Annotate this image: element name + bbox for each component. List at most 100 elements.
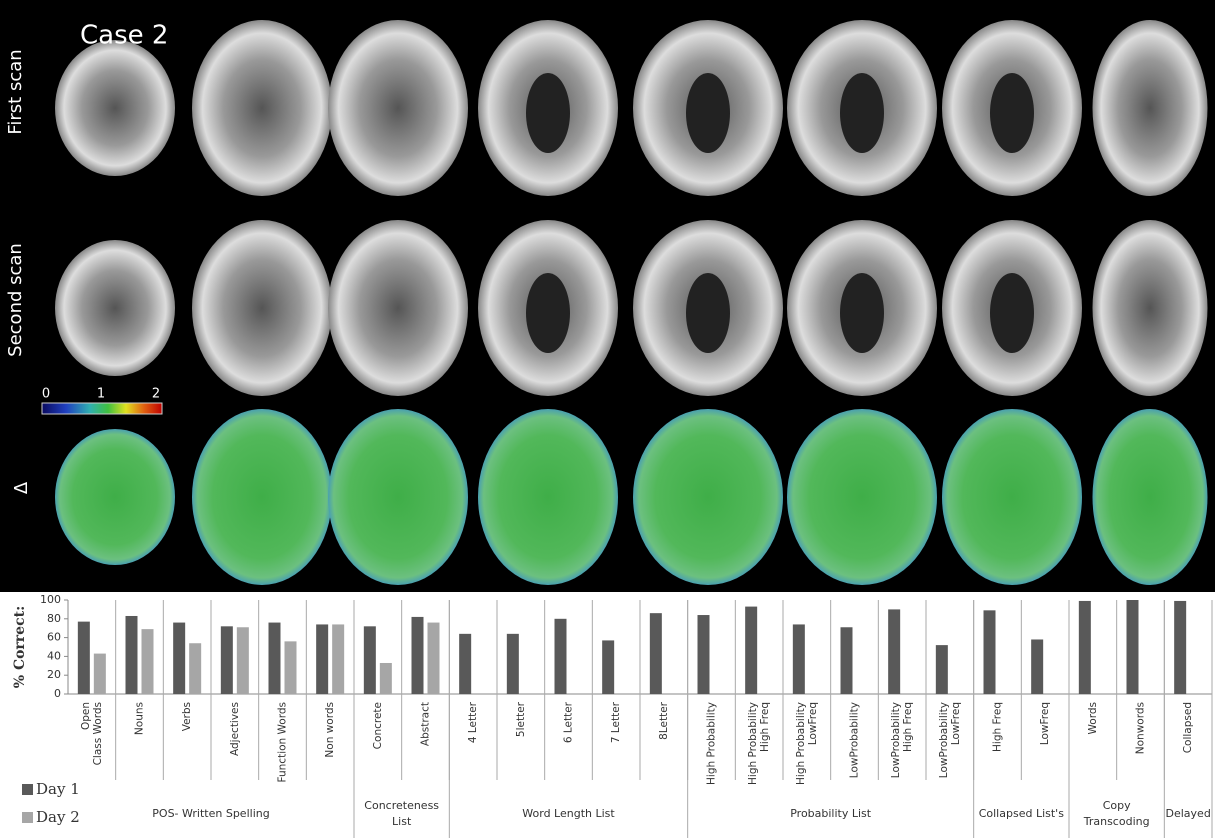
group-label-line: Delayed xyxy=(1166,807,1211,820)
bar xyxy=(316,624,329,694)
y-tick-label: 0 xyxy=(54,687,61,700)
row-label: Δ xyxy=(11,481,32,494)
x-tick-label: LowProbability xyxy=(849,702,861,778)
x-tick-label: Concrete xyxy=(372,702,384,749)
x-tick-label: 4 Letter xyxy=(467,701,479,743)
bar xyxy=(792,624,805,694)
ventricle xyxy=(990,273,1034,353)
bar xyxy=(363,626,376,694)
group-label-line: Copy xyxy=(1103,799,1131,812)
y-axis-label: % Correct: xyxy=(12,606,28,688)
x-tick-line: Non words xyxy=(324,702,336,758)
bar xyxy=(459,633,472,694)
x-tick-label: Adjectives xyxy=(229,702,241,756)
bar xyxy=(125,615,138,694)
x-tick-line: Words xyxy=(1087,702,1099,734)
x-tick-label: Non words xyxy=(324,702,336,758)
x-tick-line: Verbs xyxy=(181,702,193,731)
legend-label: Day 1 xyxy=(36,780,80,798)
group-label-line: Transcoding xyxy=(1083,815,1150,828)
brain-slice xyxy=(55,240,175,376)
brain-slice xyxy=(192,20,332,196)
group-label: Word Length List xyxy=(522,807,615,820)
y-tick-label: 100 xyxy=(40,593,61,606)
colorbar-tick-label: 1 xyxy=(97,387,105,402)
bar xyxy=(93,653,106,694)
bar xyxy=(268,622,281,694)
brain-slice xyxy=(55,429,175,565)
bar xyxy=(602,640,615,694)
brain-slice xyxy=(1092,220,1208,396)
bar xyxy=(935,645,948,694)
group-label-line: POS- Written Spelling xyxy=(152,807,269,820)
colorbar-tick-label: 0 xyxy=(42,387,50,402)
brain-slice xyxy=(328,20,468,196)
x-tick-label: LowProbabilityLowFreq xyxy=(938,702,962,778)
x-tick-label: High ProbabilityLowFreq xyxy=(795,702,819,785)
x-tick-line: Nouns xyxy=(134,702,146,735)
x-tick-label: 7 Letter xyxy=(610,701,622,743)
colorbar-ticks: 0 1 2 xyxy=(42,387,160,402)
colorbar xyxy=(41,402,163,415)
bar xyxy=(888,609,901,694)
x-tick-label: OpenClass Words xyxy=(80,702,104,765)
ventricle xyxy=(686,73,730,153)
x-tick-line: Function Words xyxy=(277,702,289,782)
group-label-line: Concreteness xyxy=(364,799,439,812)
legend-swatch xyxy=(22,812,33,823)
bar-chart: 0 20 40 60 80 100 % Correct: OpenClass Words Nou… xyxy=(12,593,1213,838)
x-tick-line: Abstract xyxy=(420,702,432,746)
x-tick-line: Adjectives xyxy=(229,702,241,756)
bar xyxy=(1078,600,1091,694)
x-tick-label: Collapsed xyxy=(1182,702,1194,753)
x-tick-line: High Freq xyxy=(759,702,771,752)
brain-slice xyxy=(55,40,175,176)
brain-slice xyxy=(633,409,783,585)
x-tick-line: High Freq xyxy=(902,702,914,752)
brain-slice xyxy=(328,409,468,585)
bar xyxy=(189,643,202,694)
x-tick-line: Collapsed xyxy=(1182,702,1194,753)
bar xyxy=(77,621,90,694)
x-tick-line: Concrete xyxy=(372,702,384,749)
group-label: Delayed xyxy=(1166,807,1211,820)
row-label: Second scan xyxy=(5,243,26,357)
x-tick-label: 6 Letter xyxy=(563,701,575,743)
ventricle xyxy=(840,73,884,153)
bar xyxy=(983,610,996,694)
x-tick-line: 5letter xyxy=(515,701,527,737)
ventricle xyxy=(840,273,884,353)
bar xyxy=(284,641,297,694)
group-label-line: Collapsed List's xyxy=(979,807,1064,820)
brain-slice xyxy=(787,409,937,585)
x-tick-line: LowFreq xyxy=(807,702,819,745)
x-tick-label: High Freq xyxy=(992,702,1004,752)
x-tick-label: Nouns xyxy=(134,702,146,735)
x-tick-label: 8Letter xyxy=(658,701,670,739)
ventricle xyxy=(526,73,570,153)
ventricle xyxy=(686,273,730,353)
x-tick-label: Abstract xyxy=(420,702,432,746)
bar xyxy=(649,613,662,694)
bar xyxy=(1174,600,1187,694)
bar xyxy=(427,622,440,694)
group-label: Concreteness List xyxy=(364,799,439,828)
x-tick-line: Nonwords xyxy=(1135,702,1147,754)
case-title: Case 2 xyxy=(80,21,168,51)
y-tick-label: 20 xyxy=(47,668,61,681)
x-tick-label: Verbs xyxy=(181,702,193,731)
group-label: Collapsed List's xyxy=(979,807,1064,820)
x-tick-line: LowProbability xyxy=(938,702,950,778)
y-tick-label: 80 xyxy=(47,612,61,625)
group-label-line: List xyxy=(392,815,412,828)
x-tick-line: 4 Letter xyxy=(467,701,479,743)
y-tick-label: 40 xyxy=(47,649,61,662)
bar xyxy=(554,618,567,694)
bar xyxy=(840,627,853,694)
y-tick-label: 60 xyxy=(47,631,61,644)
x-tick-line: High Probability xyxy=(795,702,807,785)
x-tick-label: High ProbabilityHigh Freq xyxy=(747,702,771,785)
brain-slice xyxy=(328,220,468,396)
bar xyxy=(220,626,233,694)
